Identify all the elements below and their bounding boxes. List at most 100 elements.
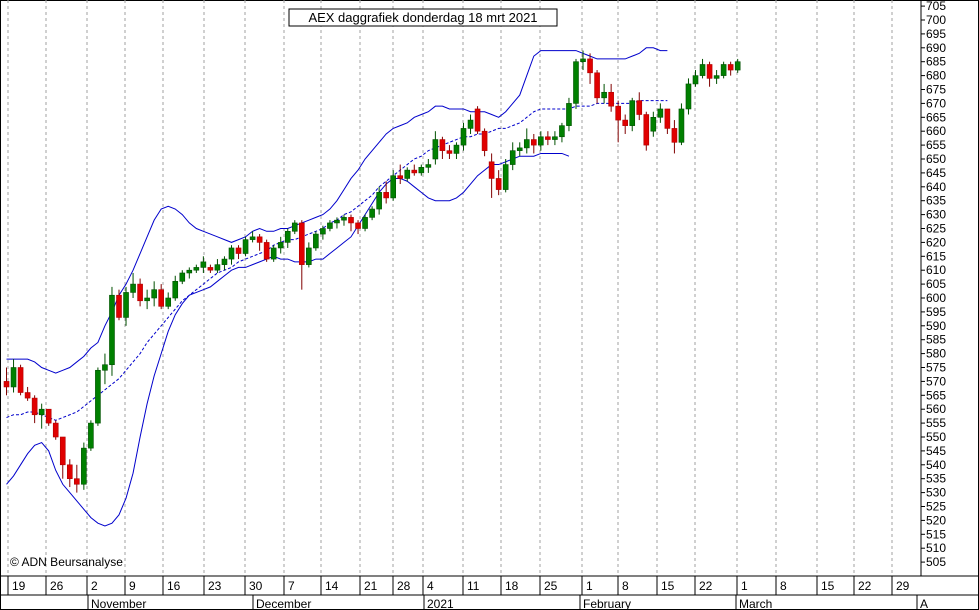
candle-body-down	[643, 114, 650, 146]
x-tick-label: 26	[50, 579, 64, 593]
x-tick-label: 29	[896, 579, 910, 593]
candle-body-up	[432, 139, 439, 160]
candle	[284, 228, 291, 248]
y-tick-label: 555	[926, 416, 946, 430]
candle	[207, 264, 214, 273]
candle-body-down	[52, 422, 59, 438]
x-tick-label: 16	[167, 579, 181, 593]
candle	[432, 131, 439, 165]
candle-body-down	[488, 161, 495, 179]
candle	[130, 272, 136, 298]
x-tick-label: 14	[325, 579, 339, 593]
candle-body-up	[242, 239, 249, 254]
y-tick-label: 665	[926, 110, 946, 124]
candle-body-up	[228, 247, 235, 260]
copyright-label: © ADN Beursanalyse	[10, 555, 123, 569]
candle-body-down	[397, 175, 404, 179]
month-label: 2021	[427, 597, 454, 610]
candle-body-up	[109, 294, 115, 366]
candle-body-up	[362, 217, 368, 229]
candle-body-down	[594, 72, 600, 99]
candle-body-down	[158, 289, 164, 307]
candle	[306, 242, 312, 268]
candle	[671, 120, 678, 154]
candle	[608, 83, 614, 112]
candle	[31, 395, 38, 424]
candle	[383, 181, 389, 204]
candle-body-up	[713, 75, 720, 79]
candle-body-up	[88, 422, 94, 449]
candle	[404, 167, 411, 182]
y-tick-label: 650	[926, 152, 946, 166]
candle-body-up	[523, 139, 530, 149]
candle	[165, 292, 172, 310]
chart-title: AEX daggrafiek donderdag 18 mrt 2021	[308, 10, 537, 25]
candle	[320, 225, 326, 240]
candle-body-up	[144, 297, 150, 302]
candle	[559, 122, 565, 143]
candle-body-up	[425, 164, 432, 168]
y-tick-label: 595	[926, 305, 946, 319]
candle-body-down	[263, 242, 270, 260]
candle-body-up	[102, 364, 108, 371]
candle	[713, 70, 720, 84]
y-tick-label: 630	[926, 208, 946, 222]
candle	[109, 286, 115, 376]
candle-body-down	[727, 64, 734, 71]
y-tick-label: 515	[926, 527, 946, 541]
candle-body-up	[552, 136, 558, 140]
month-label: A	[920, 597, 928, 610]
candle-body-up	[327, 222, 333, 229]
candle	[727, 61, 734, 76]
title-box	[288, 8, 558, 27]
candle-body-down	[474, 108, 481, 132]
candle-body-down	[608, 91, 614, 107]
x-tick-label: 22	[699, 579, 713, 593]
candle-body-up	[341, 217, 347, 221]
candle	[664, 108, 671, 134]
y-tick-label: 535	[926, 472, 946, 486]
candle	[179, 270, 186, 285]
candle	[629, 97, 636, 132]
candle-body-up	[306, 247, 312, 265]
y-tick-label: 620	[926, 235, 946, 249]
candle-body-up	[538, 136, 544, 146]
candle	[734, 58, 741, 73]
candle-body-up	[601, 91, 607, 99]
candle-body-up	[291, 222, 298, 232]
candle	[66, 459, 73, 488]
candle	[453, 142, 460, 159]
candle	[495, 170, 502, 196]
candle-body-up	[699, 64, 706, 76]
candle-body-up	[165, 297, 172, 307]
candle-body-up	[678, 108, 685, 143]
y-tick-label: 695	[926, 27, 946, 41]
candle	[523, 128, 530, 154]
candle-body-up	[186, 269, 193, 274]
x-tick-label: 30	[249, 579, 263, 593]
candle	[355, 220, 361, 235]
y-tick-label: 550	[926, 430, 946, 444]
x-tick-label: 25	[544, 579, 558, 593]
candle-body-up	[221, 258, 228, 265]
candle-body-down	[31, 397, 38, 416]
candle-body-down	[116, 294, 122, 318]
candle	[467, 114, 474, 134]
y-tick-label: 600	[926, 291, 946, 305]
candle	[566, 97, 572, 132]
candle	[439, 136, 446, 159]
candle	[488, 153, 495, 198]
candle	[270, 245, 277, 262]
candle-body-up	[685, 83, 692, 110]
candle-body-up	[10, 367, 17, 388]
candle	[88, 420, 94, 451]
candle	[74, 464, 80, 493]
candle	[678, 103, 685, 146]
candle-body-up	[467, 119, 474, 129]
candle	[587, 53, 593, 84]
candle-body-up	[573, 61, 579, 104]
candle-body-up	[460, 128, 467, 146]
candle	[313, 231, 319, 251]
candle	[228, 245, 235, 265]
